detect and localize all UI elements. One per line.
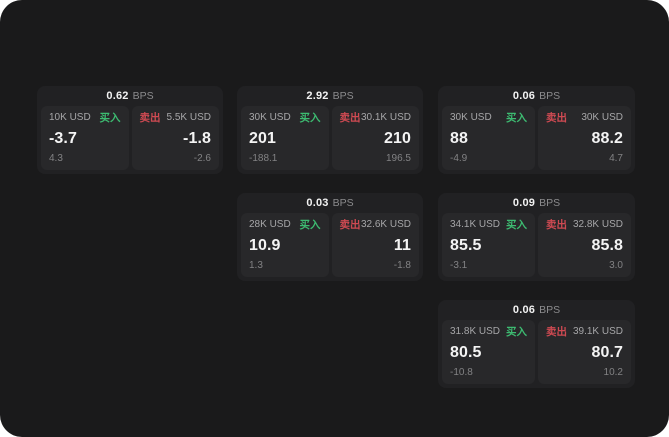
quote-card: 0.62 BPS 10K USD 买入 -3.7 4.3 卖出 5.5K USD xyxy=(37,86,223,174)
buy-price: 85.5 xyxy=(450,237,482,254)
sell-price: -1.8 xyxy=(183,130,211,147)
buy-delta: 1.3 xyxy=(249,260,263,271)
sell-quote-panel[interactable]: 卖出 30K USD 88.2 4.7 xyxy=(538,106,631,170)
bps-header: 0.06 BPS xyxy=(438,300,635,320)
sell-side-label: 卖出 xyxy=(339,219,361,231)
sell-amount: 30K USD xyxy=(581,112,623,123)
sell-price: 11 xyxy=(393,237,411,254)
buy-quote-panel[interactable]: 34.1K USD 买入 85.5 -3.1 xyxy=(442,213,535,277)
buy-amount: 30K USD xyxy=(450,112,492,123)
quote-card: 0.06 BPS 31.8K USD 买入 80.5 -10.8 卖出 39.1… xyxy=(438,300,635,388)
buy-delta: -188.1 xyxy=(249,153,278,164)
sell-amount: 5.5K USD xyxy=(166,112,211,123)
buy-side-label: 买入 xyxy=(299,112,321,124)
buy-delta: -3.1 xyxy=(450,260,468,271)
quote-card: 0.06 BPS 30K USD 买入 88 -4.9 卖出 30K USD xyxy=(438,86,635,174)
bps-header: 0.06 BPS xyxy=(438,86,635,106)
bps-value: 0.09 xyxy=(512,197,536,209)
buy-delta: 4.3 xyxy=(49,153,63,164)
sell-amount: 39.1K USD xyxy=(572,326,623,337)
bps-value: 0.06 xyxy=(512,304,536,316)
sell-price: 85.8 xyxy=(591,237,623,254)
buy-side-label: 买入 xyxy=(99,112,121,124)
bps-header: 2.92 BPS xyxy=(237,86,423,106)
buy-price: 88 xyxy=(450,130,468,147)
buy-quote-panel[interactable]: 31.8K USD 买入 80.5 -10.8 xyxy=(442,320,535,384)
bps-unit-label: BPS xyxy=(539,304,561,316)
bps-header: 0.09 BPS xyxy=(438,193,635,213)
sell-delta: -1.8 xyxy=(393,260,411,271)
sell-amount: 30.1K USD xyxy=(360,112,411,123)
buy-price: 10.9 xyxy=(249,237,281,254)
sell-price: 88.2 xyxy=(591,130,623,147)
bps-header: 0.03 BPS xyxy=(237,193,423,213)
buy-quote-panel[interactable]: 30K USD 买入 88 -4.9 xyxy=(442,106,535,170)
sell-delta: 196.5 xyxy=(385,153,411,164)
bps-unit-label: BPS xyxy=(539,90,561,102)
sell-side-label: 卖出 xyxy=(546,326,567,338)
buy-amount: 28K USD xyxy=(249,219,291,230)
buy-price: 201 xyxy=(249,130,276,147)
quote-card-body: 10K USD 买入 -3.7 4.3 卖出 5.5K USD -1.8 -2.… xyxy=(37,106,223,174)
sell-quote-panel[interactable]: 卖出 5.5K USD -1.8 -2.6 xyxy=(131,106,219,170)
sell-delta: 10.2 xyxy=(603,367,623,378)
bps-unit-label: BPS xyxy=(332,197,354,209)
buy-amount: 34.1K USD xyxy=(450,219,501,230)
sell-side-label: 卖出 xyxy=(546,112,567,124)
quote-card-body: 30K USD 买入 88 -4.9 卖出 30K USD 88.2 4.7 xyxy=(438,106,635,174)
sell-side-label: 卖出 xyxy=(139,112,161,124)
buy-delta: -10.8 xyxy=(450,367,473,378)
sell-side-label: 卖出 xyxy=(546,219,567,231)
buy-quote-panel[interactable]: 28K USD 买入 10.9 1.3 xyxy=(241,213,329,277)
bps-value: 0.03 xyxy=(306,197,329,209)
bps-value: 0.62 xyxy=(106,90,129,102)
buy-quote-panel[interactable]: 10K USD 买入 -3.7 4.3 xyxy=(41,106,129,170)
buy-side-label: 买入 xyxy=(506,112,527,124)
quote-card-body: 30K USD 买入 201 -188.1 卖出 30.1K USD 210 1… xyxy=(237,106,423,174)
bps-unit-label: BPS xyxy=(539,197,561,209)
buy-quote-panel[interactable]: 30K USD 买入 201 -188.1 xyxy=(241,106,329,170)
bps-unit-label: BPS xyxy=(132,90,154,102)
sell-quote-panel[interactable]: 卖出 32.8K USD 85.8 3.0 xyxy=(538,213,631,277)
sell-quote-panel[interactable]: 卖出 30.1K USD 210 196.5 xyxy=(331,106,419,170)
quote-card: 0.09 BPS 34.1K USD 买入 85.5 -3.1 卖出 32.8K… xyxy=(438,193,635,281)
quote-card-body: 28K USD 买入 10.9 1.3 卖出 32.6K USD 11 -1.8 xyxy=(237,213,423,281)
buy-amount: 10K USD xyxy=(49,112,91,123)
quote-card: 2.92 BPS 30K USD 买入 201 -188.1 卖出 30.1K … xyxy=(237,86,423,174)
buy-side-label: 买入 xyxy=(506,219,527,231)
bps-header: 0.62 BPS xyxy=(37,86,223,106)
bps-value: 0.06 xyxy=(512,90,536,102)
bps-unit-label: BPS xyxy=(332,90,354,102)
sell-quote-panel[interactable]: 卖出 32.6K USD 11 -1.8 xyxy=(331,213,419,277)
sell-amount: 32.6K USD xyxy=(360,219,411,230)
sell-delta: -2.6 xyxy=(193,153,211,164)
buy-delta: -4.9 xyxy=(450,153,468,164)
quote-card-body: 31.8K USD 买入 80.5 -10.8 卖出 39.1K USD 80.… xyxy=(438,320,635,388)
sell-price: 210 xyxy=(384,130,411,147)
sell-side-label: 卖出 xyxy=(339,112,361,124)
buy-side-label: 买入 xyxy=(506,326,527,338)
buy-amount: 30K USD xyxy=(249,112,291,123)
buy-price: -3.7 xyxy=(49,130,77,147)
sell-delta: 3.0 xyxy=(609,260,623,271)
buy-price: 80.5 xyxy=(450,344,482,361)
sell-amount: 32.8K USD xyxy=(572,219,623,230)
bps-value: 2.92 xyxy=(306,90,329,102)
sell-delta: 4.7 xyxy=(609,153,623,164)
buy-side-label: 买入 xyxy=(299,219,321,231)
sell-price: 80.7 xyxy=(591,344,623,361)
sell-quote-panel[interactable]: 卖出 39.1K USD 80.7 10.2 xyxy=(538,320,631,384)
buy-amount: 31.8K USD xyxy=(450,326,501,337)
quote-card-body: 34.1K USD 买入 85.5 -3.1 卖出 32.8K USD 85.8… xyxy=(438,213,635,281)
quote-card: 0.03 BPS 28K USD 买入 10.9 1.3 卖出 32.6K US… xyxy=(237,193,423,281)
